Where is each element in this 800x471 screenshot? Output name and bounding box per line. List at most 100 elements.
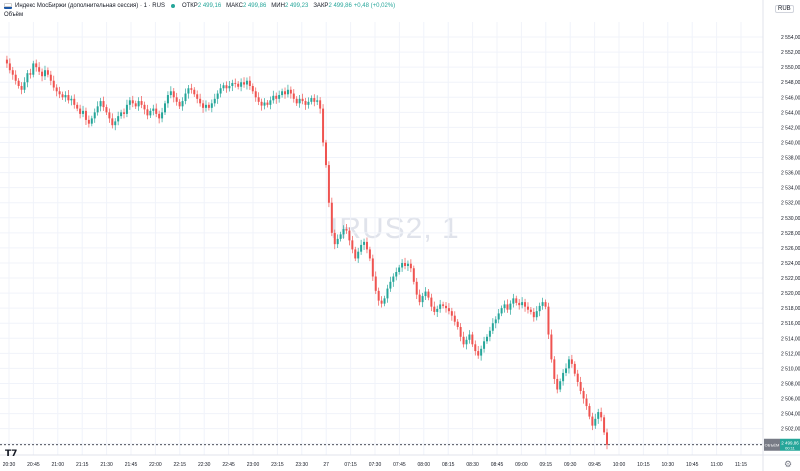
candle-body: [184, 93, 187, 102]
candle-body: [406, 263, 409, 266]
candle-body: [181, 101, 184, 107]
candle-body: [389, 281, 392, 289]
candle-body: [480, 348, 483, 356]
x-tick-label: 21:45: [125, 462, 138, 468]
candle-body: [5, 59, 8, 64]
candle-body: [474, 344, 477, 352]
candle-body: [196, 94, 199, 99]
candle-body: [465, 339, 468, 345]
candle-body: [41, 71, 44, 77]
candle-body: [190, 88, 193, 90]
candle-body: [591, 416, 594, 426]
candle-body: [163, 103, 166, 113]
y-tick-label: 2 516,00: [781, 321, 800, 327]
candle-body: [149, 110, 152, 116]
candle-body: [468, 334, 471, 340]
x-tick-label: 09:30: [564, 462, 577, 468]
candle-body: [342, 229, 345, 235]
y-tick-label: 2 502,00: [781, 427, 800, 433]
candle-body: [421, 296, 424, 303]
candle-body: [594, 418, 597, 426]
ohlc-change-value: +0,48 (+0,02%): [353, 3, 396, 9]
candle-body: [134, 103, 137, 107]
candle-body: [55, 87, 58, 92]
x-tick-label: 22:15: [174, 462, 187, 468]
tradingview-logo-icon[interactable]: T7: [5, 449, 18, 459]
candle-body: [532, 311, 535, 318]
candle-body: [213, 98, 216, 104]
candle-body: [8, 63, 11, 71]
candle-body: [494, 319, 497, 324]
candle-body: [535, 311, 538, 318]
y-tick-label: 2 514,00: [781, 336, 800, 342]
candle-body: [565, 368, 568, 373]
x-tick-label: 09:00: [515, 462, 528, 468]
candle-body: [248, 80, 251, 87]
candle-body: [503, 304, 506, 309]
candle-body: [29, 73, 32, 75]
candle-body: [199, 98, 202, 104]
candle-body: [278, 95, 281, 99]
y-tick-label: 2 512,00: [781, 351, 800, 357]
candle-body: [497, 313, 500, 320]
candle-body: [108, 112, 111, 119]
currency-button[interactable]: RUB: [775, 5, 794, 13]
candle-body: [193, 89, 196, 95]
candle-body: [462, 336, 465, 345]
x-tick-label: 23:00: [247, 462, 260, 468]
candle-body: [606, 432, 608, 445]
x-tick-label: 21:30: [100, 462, 113, 468]
candle-body: [120, 112, 123, 117]
candle-body: [544, 302, 547, 307]
gear-icon[interactable]: ⚙: [784, 459, 793, 469]
candle-body: [146, 109, 149, 116]
y-tick-label: 2 528,00: [781, 231, 800, 237]
candle-body: [219, 88, 222, 94]
candle-body: [450, 311, 453, 316]
x-tick-label: 23:30: [296, 462, 309, 468]
candle-body: [427, 291, 430, 298]
price-tag-box: [764, 438, 780, 451]
candle-body: [547, 306, 550, 335]
y-tick-label: 2 510,00: [781, 366, 800, 372]
candle-body: [14, 74, 17, 81]
candle-body: [216, 93, 219, 99]
candle-body: [84, 110, 87, 120]
candle-body: [316, 100, 319, 102]
candle-body: [240, 82, 243, 87]
volume-label[interactable]: Объём: [4, 12, 24, 18]
candle-body: [377, 290, 380, 301]
x-tick-label: 08:45: [491, 462, 504, 468]
candle-body: [187, 88, 190, 94]
candle-body: [424, 291, 427, 297]
symbol-title[interactable]: Индекс МосБиржи (дополнительная сессия) …: [15, 3, 165, 9]
y-tick-label: 2 548,00: [781, 80, 800, 86]
y-tick-label: 2 532,00: [781, 201, 800, 207]
candle-body: [49, 74, 52, 81]
candle-body: [204, 104, 207, 108]
candle-body: [562, 372, 565, 382]
candle-body: [137, 101, 140, 107]
candle-body: [538, 305, 541, 312]
candle-body: [333, 232, 336, 245]
x-tick-label: 10:00: [613, 462, 626, 468]
candle-body: [412, 268, 415, 282]
candle-body: [286, 89, 289, 95]
candle-body: [506, 304, 509, 310]
y-tick-label: 2 540,00: [781, 140, 800, 146]
candle-body: [207, 104, 210, 108]
candle-body: [123, 112, 126, 114]
current-price-value: 2 499,86: [781, 440, 799, 445]
candle-body: [336, 238, 339, 245]
y-tick-label: 2 534,00: [781, 186, 800, 192]
candle-body: [471, 334, 474, 345]
candle-body: [585, 398, 588, 407]
candle-body: [52, 80, 55, 88]
candle-body: [567, 359, 570, 369]
candle-body: [257, 97, 260, 102]
candle-body: [73, 98, 76, 105]
candle-body: [105, 107, 108, 113]
candle-body: [178, 101, 181, 107]
y-tick-label: 2 546,00: [781, 95, 800, 101]
